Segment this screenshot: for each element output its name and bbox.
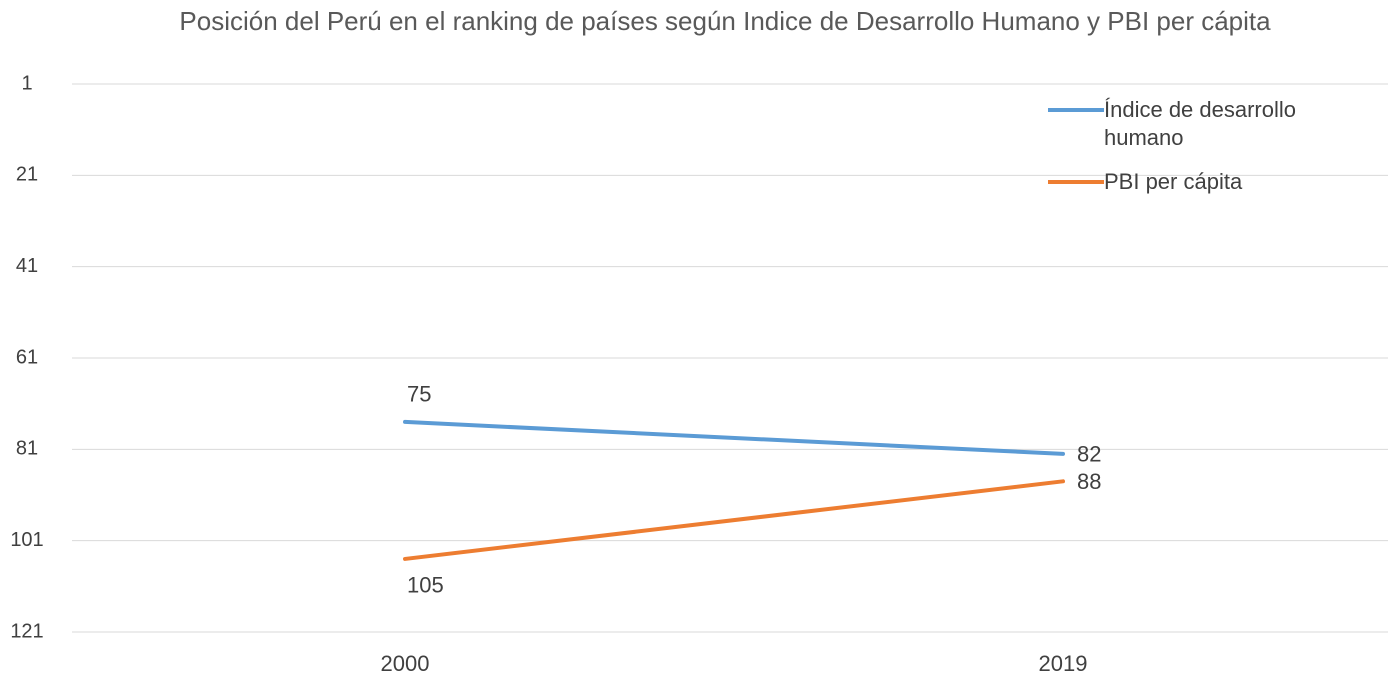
y-tick-label: 1: [21, 72, 32, 94]
y-tick-label: 121: [10, 620, 43, 642]
data-label: 75: [407, 382, 431, 407]
legend-item: Índice de desarrollo humano: [1048, 96, 1344, 152]
y-tick-label: 101: [10, 529, 43, 551]
chart-title: Posición del Perú en el ranking de paíse…: [179, 6, 1271, 36]
y-tick-label: 41: [16, 255, 38, 277]
series-line: [403, 479, 1065, 561]
data-label: 88: [1077, 469, 1101, 494]
legend-item: PBI per cápita: [1048, 168, 1344, 196]
series-line: [403, 419, 1065, 456]
legend-swatch: [1048, 180, 1104, 184]
y-tick-label: 81: [16, 438, 38, 460]
data-label: 105: [407, 573, 444, 598]
x-tick-label: 2019: [1039, 651, 1088, 676]
legend-label: Índice de desarrollo humano: [1104, 97, 1297, 150]
legend-swatch: [1048, 108, 1104, 112]
y-tick-label: 61: [16, 346, 38, 368]
data-label: 82: [1077, 442, 1101, 467]
x-tick-label: 2000: [381, 651, 430, 676]
legend-label: PBI per cápita: [1104, 169, 1243, 194]
y-tick-label: 21: [16, 164, 38, 186]
